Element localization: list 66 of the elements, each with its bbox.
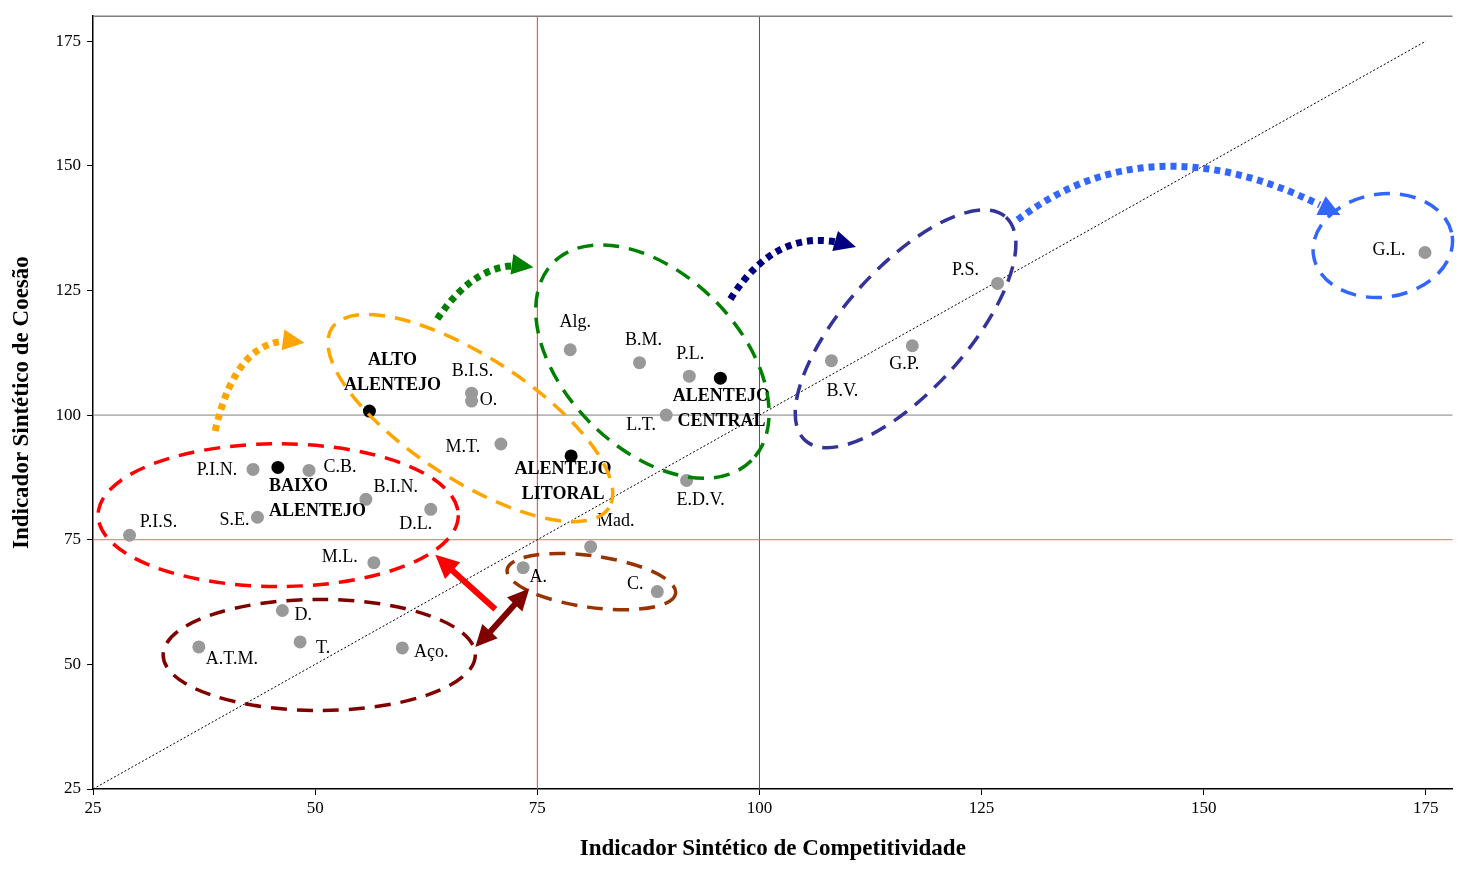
annotation: B.I.S.: [451, 359, 494, 380]
point: [1418, 246, 1432, 260]
annotation: P.S.: [952, 259, 980, 280]
point: [516, 561, 530, 575]
point: [713, 371, 727, 385]
x-tick-label: 150: [1190, 797, 1217, 817]
y-tick-label: 25: [64, 778, 82, 798]
x-axis-title: Indicador Sintético de Competitividade: [579, 835, 966, 861]
annotation: B.V.: [826, 380, 859, 401]
annotation: P.I.S.: [139, 510, 178, 531]
annotation: C.B.: [323, 456, 357, 477]
annotation: G.L.: [1372, 239, 1406, 260]
annotation: D.: [294, 604, 313, 625]
x-tick-label: 75: [528, 797, 546, 817]
annotation: E.D.V.: [676, 489, 725, 510]
point: [302, 463, 316, 477]
annotation: Aço.: [414, 640, 449, 661]
x-tick-label: 125: [968, 797, 995, 817]
point: [633, 356, 647, 370]
point: [250, 510, 264, 524]
annotation: ALTO ALENTEJO: [343, 348, 441, 394]
point: [824, 354, 838, 368]
point: [367, 556, 381, 570]
point: [424, 502, 438, 516]
annotation: B.I.N.: [373, 476, 419, 497]
annotation: Alg.: [559, 311, 591, 332]
y-tick-label: 75: [64, 529, 82, 549]
annotation: M.T.: [445, 435, 481, 456]
y-axis-title: Indicador Sintético de Coesão: [7, 256, 33, 550]
y-tick-label: 50: [64, 653, 82, 673]
point: [905, 339, 919, 353]
annotation: C.: [627, 573, 644, 594]
annotation: O.: [479, 388, 498, 409]
point: [246, 462, 260, 476]
y-tick-label: 100: [55, 404, 82, 424]
point: [584, 540, 598, 554]
point: [650, 585, 664, 599]
point: [293, 635, 307, 649]
annotation: L.T.: [626, 413, 657, 434]
annotation: A.T.M.: [205, 647, 258, 668]
point: [275, 604, 289, 618]
point: [494, 437, 508, 451]
point: [271, 460, 285, 474]
annotation: B.M.: [625, 329, 663, 350]
x-tick-label: 25: [84, 797, 102, 817]
point: [123, 528, 137, 542]
point: [192, 640, 206, 654]
annotation: S.E.: [219, 509, 250, 530]
annotation: D.L.: [399, 513, 433, 534]
annotation: BAIXO ALENTEJO: [268, 475, 366, 521]
point: [395, 641, 409, 655]
x-tick-label: 175: [1413, 797, 1439, 817]
point: [991, 276, 1005, 290]
point: [563, 343, 577, 357]
annotation: M.L.: [321, 546, 358, 567]
annotation: P.L.: [676, 342, 705, 363]
x-tick-label: 50: [306, 797, 324, 817]
x-tick-label: 100: [746, 797, 773, 817]
annotation: G.P.: [889, 353, 920, 374]
annotation: T.: [316, 636, 331, 657]
annotation: P.I.N.: [196, 459, 238, 480]
y-tick-label: 125: [55, 279, 82, 299]
point: [682, 369, 696, 383]
y-tick-label: 175: [55, 30, 82, 50]
y-tick-label: 150: [55, 155, 82, 175]
point: [659, 408, 673, 422]
